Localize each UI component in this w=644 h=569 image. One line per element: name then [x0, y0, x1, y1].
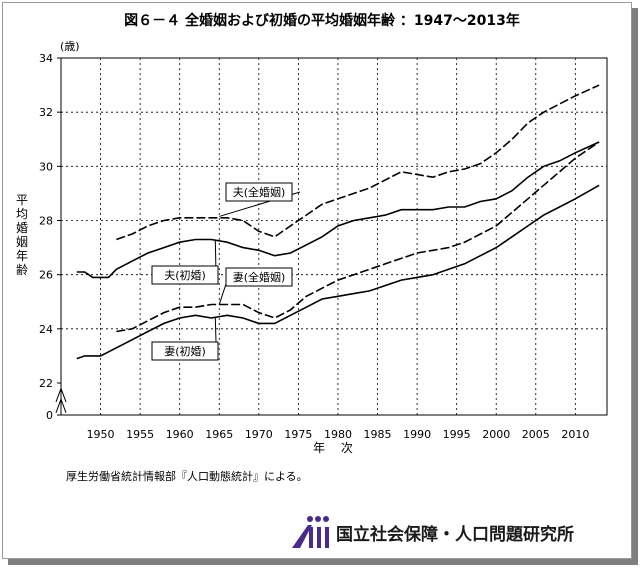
series-label: 夫(全婚姻): [233, 185, 286, 199]
series-line: [76, 141, 600, 279]
series-line: [116, 84, 600, 241]
series-group: [76, 84, 600, 360]
x-tick-label: 2010: [561, 428, 589, 441]
x-axis: 1950 1955 1960 1965 1970 1975 1980 1985 1990 1995…: [87, 428, 590, 441]
series-label: 妻(初婚): [164, 344, 206, 358]
y-tick-label: 28: [39, 215, 53, 228]
y-tick-label: 34: [39, 52, 53, 65]
series-label-box: [151, 265, 219, 285]
y-tick-label: 24: [39, 323, 53, 336]
x-tick-label: 1980: [324, 428, 352, 441]
y-tick-label: 32: [39, 106, 53, 119]
axis-break-icon: [55, 386, 67, 413]
series-label-box: [225, 182, 293, 202]
series-line: [76, 184, 600, 360]
y-tick-label: 22: [39, 377, 53, 390]
series-label: 妻(全婚姻): [233, 270, 286, 284]
plot-border: [60, 57, 608, 416]
y-axis-label: 平均婚姻年齢: [16, 193, 28, 277]
series-label-box: [151, 341, 219, 361]
y-axis: 0 22 24 26 28 30 32 34: [39, 52, 61, 422]
figure-frame: [2, 2, 632, 559]
y-unit-label: (歳): [60, 40, 80, 53]
callout-line: [218, 283, 227, 305]
x-tick-label: 1975: [284, 428, 312, 441]
y-tick-label: 30: [39, 160, 53, 173]
x-tick-label: 1970: [245, 428, 273, 441]
x-tick-label: 1955: [126, 428, 154, 441]
callout-line: [214, 317, 217, 343]
x-tick-label: 1965: [205, 428, 233, 441]
org-footer: 国立社会保障・人口問題研究所: [290, 515, 574, 549]
series-label: 夫(初婚): [164, 268, 206, 282]
grid: [61, 58, 607, 415]
ipss-logo-icon: [292, 516, 329, 548]
axis-break-mark: [55, 386, 67, 403]
y-axis-label-char: 姻: [16, 234, 28, 249]
y-axis-label-char: 齢: [16, 262, 28, 277]
y-axis-label-char: 平: [16, 193, 28, 207]
series-labels: 夫(全婚姻) 夫(初婚) 妻(全婚姻) 妻(初婚): [151, 182, 301, 361]
x-axis-label: 年 次: [313, 441, 359, 455]
y-tick-label: 0: [46, 409, 53, 422]
source-note: 厚生労働省統計情報部『人口動態統計』による。: [66, 470, 308, 483]
y-axis-label-char: 均: [16, 207, 28, 221]
axis-break-mark: [55, 397, 67, 413]
series-label-box: [225, 267, 293, 287]
x-tick-label: 1995: [443, 428, 471, 441]
x-tick-label: 1960: [166, 428, 194, 441]
y-axis-label-char: 年: [16, 249, 28, 263]
x-tick-label: 1985: [364, 428, 392, 441]
org-name: 国立社会保障・人口問題研究所: [336, 524, 574, 545]
x-tick-label: 1990: [403, 428, 431, 441]
series-line: [116, 141, 600, 333]
x-tick-label: 2005: [522, 428, 550, 441]
chart-title: 図６－４ 全婚姻および初婚の平均婚姻年齢 ：1947～2013年: [124, 13, 520, 29]
y-axis-label-char: 婚: [16, 221, 28, 235]
x-tick-label: 1950: [87, 428, 115, 441]
x-tick-label: 2000: [482, 428, 510, 441]
y-tick-label: 26: [39, 269, 53, 282]
